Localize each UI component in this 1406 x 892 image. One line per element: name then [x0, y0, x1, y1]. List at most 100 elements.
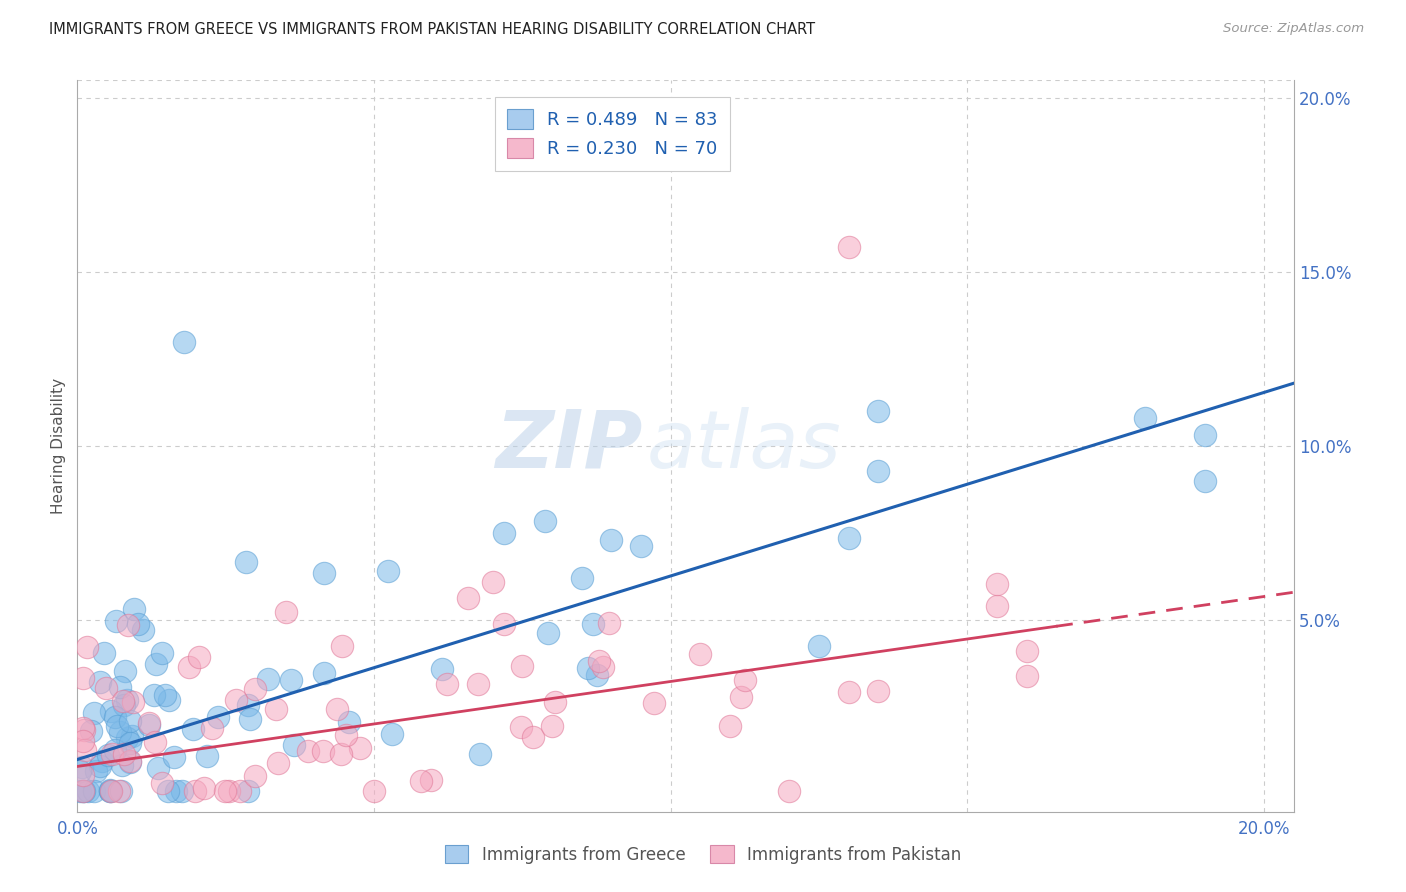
- Point: [122, 601, 145, 615]
- Point: [118, 754, 141, 768]
- Point: [330, 639, 353, 653]
- Point: [419, 773, 441, 788]
- Point: [110, 784, 132, 798]
- Point: [592, 660, 614, 674]
- Point: [326, 702, 349, 716]
- Point: [117, 617, 139, 632]
- Point: [150, 776, 173, 790]
- Point: [229, 784, 252, 798]
- Point: [363, 784, 385, 798]
- Point: [188, 650, 211, 665]
- Point: [588, 654, 610, 668]
- Point: [243, 769, 266, 783]
- Point: [598, 616, 620, 631]
- Point: [436, 677, 458, 691]
- Point: [778, 784, 800, 798]
- Point: [537, 626, 560, 640]
- Point: [73, 784, 96, 798]
- Point: [314, 666, 336, 681]
- Point: [807, 640, 830, 654]
- Point: [312, 744, 335, 758]
- Point: [335, 728, 357, 742]
- Point: [96, 681, 118, 695]
- Point: [510, 659, 533, 673]
- Point: [510, 720, 533, 734]
- Point: [838, 531, 860, 545]
- Point: [630, 539, 652, 553]
- Point: [457, 591, 479, 605]
- Point: [280, 673, 302, 688]
- Point: [494, 617, 516, 632]
- Point: [97, 747, 120, 762]
- Point: [110, 680, 132, 694]
- Point: [838, 685, 860, 699]
- Point: [467, 677, 489, 691]
- Point: [72, 768, 94, 782]
- Point: [868, 684, 890, 698]
- Point: [76, 784, 98, 798]
- Point: [115, 731, 138, 745]
- Y-axis label: Hearing Disability: Hearing Disability: [51, 378, 66, 514]
- Point: [235, 555, 257, 569]
- Point: [138, 716, 160, 731]
- Point: [430, 663, 453, 677]
- Point: [381, 727, 404, 741]
- Point: [100, 704, 122, 718]
- Point: [156, 784, 179, 798]
- Point: [1194, 428, 1216, 442]
- Point: [214, 784, 236, 798]
- Point: [173, 334, 195, 349]
- Point: [69, 784, 91, 798]
- Point: [84, 764, 107, 779]
- Point: [481, 574, 503, 589]
- Point: [72, 671, 94, 685]
- Point: [201, 721, 224, 735]
- Point: [283, 738, 305, 752]
- Point: [148, 761, 170, 775]
- Point: [541, 719, 564, 733]
- Point: [138, 718, 160, 732]
- Point: [145, 657, 167, 671]
- Point: [112, 698, 135, 713]
- Point: [468, 747, 491, 761]
- Point: [162, 750, 184, 764]
- Point: [236, 698, 259, 713]
- Point: [1015, 644, 1038, 658]
- Point: [155, 688, 177, 702]
- Point: [112, 747, 135, 761]
- Point: [165, 784, 187, 798]
- Point: [75, 743, 97, 757]
- Point: [70, 760, 93, 774]
- Point: [89, 759, 111, 773]
- Point: [225, 693, 247, 707]
- Point: [585, 668, 607, 682]
- Point: [330, 747, 353, 761]
- Point: [131, 623, 153, 637]
- Point: [105, 719, 128, 733]
- Point: [578, 661, 600, 675]
- Point: [409, 774, 432, 789]
- Text: ZIP: ZIP: [495, 407, 643, 485]
- Point: [121, 729, 143, 743]
- Point: [76, 640, 98, 654]
- Point: [264, 702, 287, 716]
- Point: [349, 741, 371, 756]
- Point: [101, 747, 124, 761]
- Point: [111, 693, 134, 707]
- Point: [83, 784, 105, 798]
- Point: [98, 784, 121, 798]
- Point: [218, 784, 240, 798]
- Text: IMMIGRANTS FROM GREECE VS IMMIGRANTS FROM PAKISTAN HEARING DISABILITY CORRELATIO: IMMIGRANTS FROM GREECE VS IMMIGRANTS FRO…: [49, 22, 815, 37]
- Point: [127, 617, 149, 632]
- Point: [494, 526, 516, 541]
- Point: [718, 719, 741, 733]
- Point: [868, 464, 890, 478]
- Point: [274, 605, 297, 619]
- Point: [157, 693, 180, 707]
- Point: [118, 714, 141, 729]
- Point: [689, 647, 711, 661]
- Point: [181, 723, 204, 737]
- Point: [730, 690, 752, 704]
- Point: [734, 673, 756, 687]
- Point: [600, 533, 623, 547]
